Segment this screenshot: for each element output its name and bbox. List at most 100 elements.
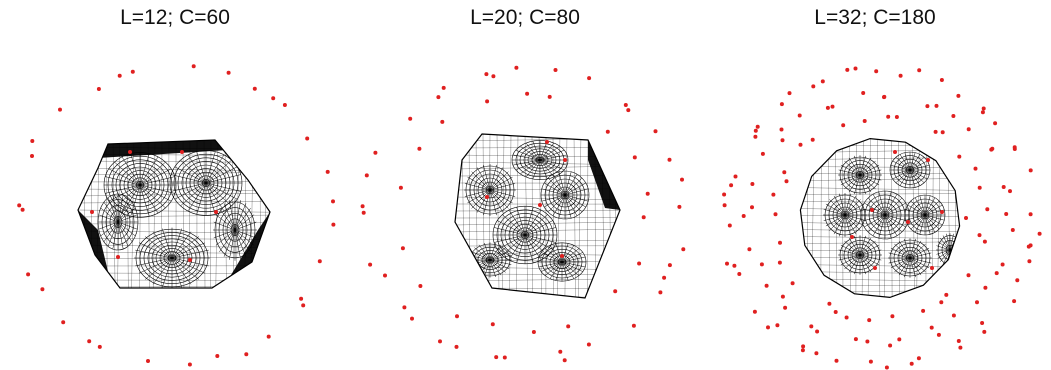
mesh-grid-line [842, 138, 844, 298]
mesh-spoke [859, 174, 872, 193]
mesh-spoke [489, 250, 510, 261]
mesh-grid-line [78, 193, 270, 197]
mesh-spoke [878, 214, 886, 239]
mesh-spoke [839, 214, 846, 237]
mesh-spoke [561, 261, 586, 268]
outer-point [833, 310, 838, 314]
outer-point [882, 94, 887, 99]
outer-point [361, 210, 366, 215]
mesh-grid-line [557, 134, 561, 298]
mesh-spoke [844, 214, 857, 235]
outer-point [994, 271, 999, 276]
mesh-spoke [471, 189, 491, 209]
mesh-grid-line [912, 138, 915, 298]
mesh-spoke [859, 155, 866, 176]
mesh-grid-line [139, 140, 142, 288]
mesh-grid-line [78, 222, 270, 225]
mesh-spoke [924, 214, 943, 226]
outer-point [958, 345, 963, 350]
mesh-spoke [854, 155, 861, 176]
outer-point [782, 170, 787, 175]
surface-point [545, 140, 549, 144]
mesh-grid-line [78, 140, 270, 141]
outer-point [490, 322, 495, 327]
mesh-spoke [489, 164, 497, 191]
mesh-spoke [196, 151, 207, 184]
outer-point [868, 359, 873, 364]
mesh-grid-line [849, 138, 851, 298]
outer-point [956, 93, 961, 98]
mesh-spoke [489, 176, 513, 191]
mesh-spoke [564, 174, 578, 196]
mesh-spoke [564, 177, 583, 196]
mesh-grid-line [531, 134, 533, 298]
outer-point [215, 354, 220, 358]
outer-point [485, 99, 490, 104]
outer-point [865, 339, 870, 344]
outer-point [966, 273, 971, 278]
mesh-grid-line [455, 154, 620, 158]
outer-point [867, 318, 872, 323]
outer-point [484, 72, 489, 77]
mesh-spoke [555, 261, 563, 281]
mesh-grid-line [932, 138, 934, 298]
outer-point [800, 348, 805, 353]
mesh-spoke [152, 231, 173, 259]
outer-point [383, 273, 387, 278]
mesh-spoke [838, 254, 861, 261]
mesh-spoke [215, 229, 236, 246]
outer-point [773, 212, 778, 217]
outer-point [985, 207, 990, 212]
mesh-grid-line [167, 140, 170, 288]
mesh-spoke [234, 229, 241, 260]
mesh-spoke [909, 165, 930, 171]
mesh-spoke [909, 240, 922, 259]
mesh-spoke [825, 203, 846, 216]
outer-point [844, 315, 849, 320]
mesh-grid-line [877, 138, 881, 298]
mesh-spoke [524, 234, 548, 256]
outer-point [917, 68, 922, 73]
mesh-spoke [117, 207, 136, 223]
mesh-grid-line [153, 140, 156, 288]
mesh-spoke [854, 254, 861, 275]
outer-point [30, 139, 35, 143]
panel-title-left: L=12; C=60 [120, 6, 230, 29]
outer-point [667, 157, 672, 162]
outer-point [1012, 299, 1017, 304]
mesh-spoke [872, 214, 886, 236]
mesh-spoke [524, 220, 553, 236]
outer-point [305, 136, 310, 141]
outer-point [61, 320, 66, 325]
outer-point [750, 182, 755, 186]
outer-point [440, 119, 445, 124]
outer-point [455, 314, 459, 319]
outer-point [982, 329, 987, 334]
outer-point [491, 74, 496, 79]
mesh-spoke [223, 203, 236, 231]
mesh-grid-line [904, 138, 906, 298]
mesh-spoke [904, 169, 911, 188]
mesh-spoke [139, 161, 166, 186]
mesh-spoke [524, 207, 534, 236]
outer-point [722, 192, 727, 197]
mesh-spoke [924, 214, 945, 221]
mesh-spoke [205, 182, 232, 207]
mesh-spoke [139, 176, 175, 186]
mesh-grid-line [587, 134, 589, 298]
outer-point [266, 334, 271, 339]
mesh-grid-line [78, 256, 270, 260]
outer-point [398, 185, 403, 190]
mesh-spoke [907, 214, 926, 226]
mesh-grid-line [800, 201, 960, 203]
mesh-grid-line [482, 134, 485, 298]
outer-point [623, 103, 628, 107]
mesh-spoke [890, 247, 911, 259]
outer-point [364, 173, 369, 178]
outer-point [936, 332, 941, 337]
mesh-spoke [909, 257, 922, 276]
panel-right: L=32; C=180 [700, 0, 1050, 370]
mesh-spoke [524, 234, 542, 261]
mesh-spoke [144, 236, 173, 259]
mesh-spoke [564, 194, 583, 213]
